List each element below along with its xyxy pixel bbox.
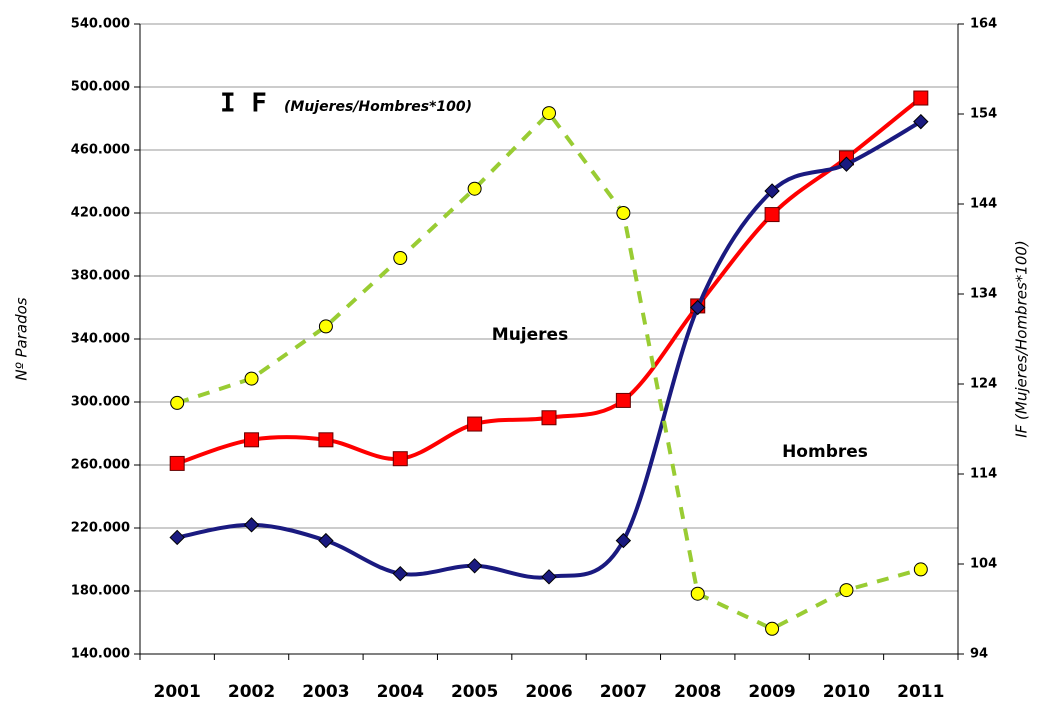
x-tick-label: 2001: [154, 682, 201, 702]
marker: [615, 532, 632, 549]
y-tick-label: 420.000: [71, 206, 130, 221]
marker: [839, 583, 854, 598]
y2-tick-label: 124: [970, 377, 997, 392]
marker: [467, 181, 482, 196]
y-tick-label: 340.000: [71, 332, 130, 347]
marker: [393, 251, 408, 265]
marker: [392, 565, 408, 582]
x-tick-label: 2006: [525, 682, 572, 702]
marker: [466, 558, 483, 574]
series-line: [176, 96, 923, 466]
marker: [243, 517, 260, 533]
marker: [690, 299, 706, 316]
annotation: (Mujeres/Hombres*100): [284, 99, 472, 115]
x-tick-label: 2011: [897, 682, 944, 702]
marker: [541, 410, 557, 426]
marker: [913, 562, 928, 577]
marker: [318, 532, 334, 549]
marker: [169, 455, 185, 471]
marker: [542, 106, 556, 121]
y2-tick-label: 164: [970, 17, 997, 32]
marker: [690, 586, 705, 601]
series-label: Hombres: [782, 442, 868, 462]
marker: [541, 569, 557, 585]
y-tick-label: 180.000: [71, 584, 130, 599]
y2-tick-label: 134: [970, 287, 997, 302]
y-tick-label: 300.000: [71, 395, 130, 410]
y-tick-label: 380.000: [71, 269, 130, 284]
marker: [913, 90, 929, 106]
series-label: Mujeres: [492, 325, 568, 345]
marker: [765, 621, 780, 636]
marker: [318, 319, 333, 334]
marker: [838, 156, 855, 172]
y-tick-label: 460.000: [71, 143, 130, 158]
y2-tick-label: 154: [970, 107, 997, 122]
y2-axis-label: IF (Mujeres/Hombres*100): [1013, 240, 1031, 438]
marker: [764, 207, 780, 223]
marker: [170, 395, 185, 410]
x-tick-label: 2002: [228, 682, 275, 702]
x-tick-label: 2007: [600, 682, 647, 702]
series-line: [176, 110, 922, 632]
marker: [244, 432, 260, 448]
y-axis-label: Nº Parados: [13, 297, 31, 380]
y-tick-label: 540.000: [71, 17, 130, 32]
marker: [318, 432, 334, 448]
x-tick-label: 2009: [748, 682, 795, 702]
marker: [169, 529, 185, 546]
marker: [764, 183, 780, 199]
y-tick-label: 220.000: [71, 521, 130, 536]
x-tick-label: 2010: [823, 682, 870, 702]
x-tick-label: 2005: [451, 682, 498, 702]
y2-tick-label: 94: [970, 647, 988, 662]
y-tick-label: 260.000: [71, 458, 130, 473]
marker: [467, 416, 483, 432]
x-tick-label: 2004: [377, 682, 424, 702]
y2-tick-label: 114: [970, 467, 997, 482]
y2-tick-label: 144: [970, 197, 997, 212]
y-tick-label: 500.000: [71, 80, 130, 95]
y2-tick-label: 104: [970, 557, 997, 572]
x-tick-label: 2003: [302, 682, 349, 702]
marker: [244, 371, 259, 386]
marker: [615, 392, 631, 408]
marker: [392, 451, 408, 467]
y-tick-label: 140.000: [71, 647, 130, 662]
marker: [616, 206, 631, 220]
marker: [913, 113, 929, 130]
series-label: I F: [220, 89, 267, 119]
series-line: [176, 119, 922, 580]
x-tick-label: 2008: [674, 682, 721, 702]
